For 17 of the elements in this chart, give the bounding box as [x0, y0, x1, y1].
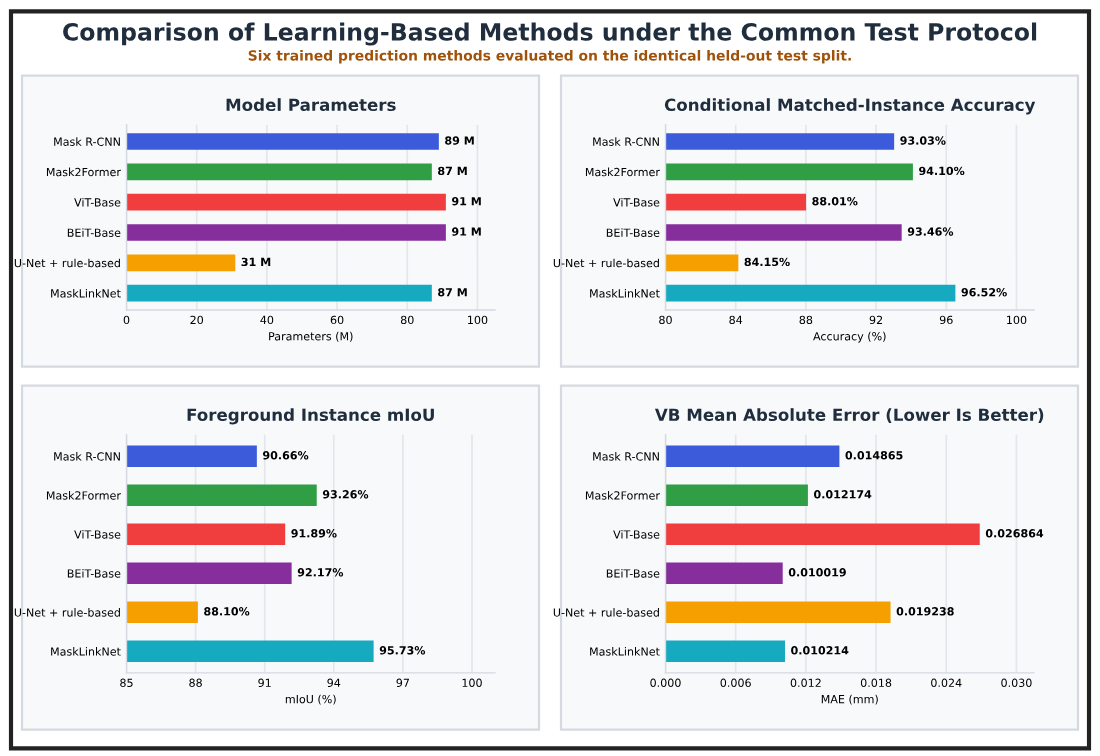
bar [665, 562, 783, 584]
bar [126, 224, 446, 241]
bar [665, 640, 785, 663]
text: Comparison of Learning-Based Methods under the Common Test Protocol [63, 22, 1037, 46]
chart-title: Model Parameters [226, 98, 396, 112]
bar [126, 284, 432, 302]
bar [665, 523, 980, 545]
bar [126, 193, 446, 211]
bar [126, 163, 432, 181]
chart-title: Conditional Matched-Instance Accuracy [664, 98, 1036, 115]
bar [665, 445, 840, 467]
bar [665, 601, 891, 624]
bar [665, 484, 808, 506]
chart-title: Foreground Instance mIoU [187, 408, 434, 425]
bar [126, 133, 439, 150]
chart-title: VB Mean Absolute Error (Lower Is Better) [654, 408, 1044, 424]
bar [126, 254, 236, 272]
